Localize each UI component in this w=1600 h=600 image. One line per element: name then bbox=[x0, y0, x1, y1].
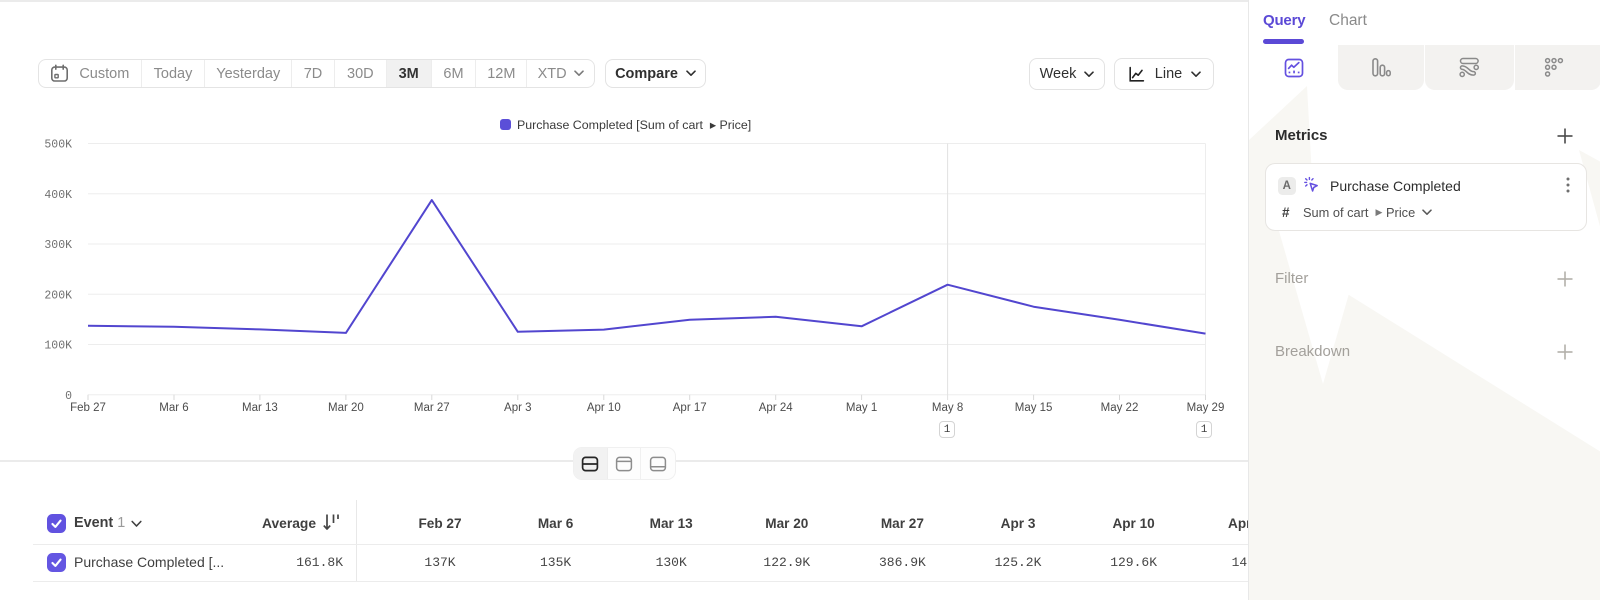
svg-text:Apr 17: Apr 17 bbox=[673, 402, 707, 414]
svg-text:400K: 400K bbox=[44, 189, 72, 202]
svg-text:300K: 300K bbox=[44, 239, 72, 252]
svg-text:May 22: May 22 bbox=[1101, 402, 1139, 414]
svg-text:May 29: May 29 bbox=[1187, 402, 1225, 414]
svg-text:Apr 24: Apr 24 bbox=[759, 402, 793, 414]
svg-text:500K: 500K bbox=[44, 139, 72, 152]
svg-text:Feb 27: Feb 27 bbox=[70, 402, 106, 414]
svg-text:100K: 100K bbox=[44, 340, 72, 353]
svg-text:Mar 20: Mar 20 bbox=[328, 402, 364, 414]
svg-text:May 15: May 15 bbox=[1015, 402, 1053, 414]
svg-text:Apr 10: Apr 10 bbox=[587, 402, 621, 414]
svg-text:Apr 3: Apr 3 bbox=[504, 402, 532, 414]
svg-text:Mar 27: Mar 27 bbox=[414, 402, 450, 414]
svg-text:Mar 6: Mar 6 bbox=[159, 402, 188, 414]
svg-text:May 1: May 1 bbox=[846, 402, 877, 414]
svg-text:Mar 13: Mar 13 bbox=[242, 402, 278, 414]
svg-text:0: 0 bbox=[65, 390, 72, 403]
svg-text:200K: 200K bbox=[44, 289, 72, 302]
svg-text:May 8: May 8 bbox=[932, 402, 963, 414]
